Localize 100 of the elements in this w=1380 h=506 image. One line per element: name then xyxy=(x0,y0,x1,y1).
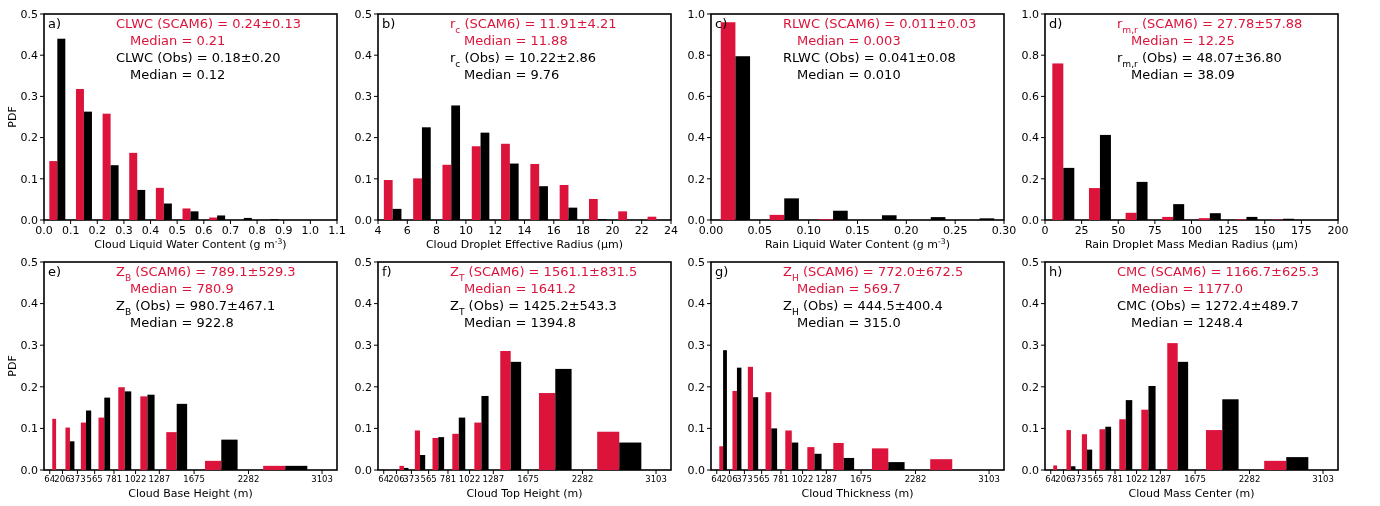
x-tick-label: 0.20 xyxy=(894,224,919,238)
x-tick-label: 175 xyxy=(1290,224,1312,238)
x-tick-label: 1287 xyxy=(1149,474,1172,485)
y-tick-label: 0.8 xyxy=(1021,49,1039,63)
x-axis-title: Rain Droplet Mass Median Radius (μm) xyxy=(1084,238,1299,251)
x-tick-label: 1.1 xyxy=(328,224,346,238)
x-tick-label: 1022 xyxy=(458,474,481,485)
y-tick-label: 0.4 xyxy=(687,131,705,145)
annotation: Z$_{H}$ (SCAM6) = 772.0±672.5 xyxy=(783,264,964,283)
x-tick-label: 373 xyxy=(69,474,86,485)
y-tick-label: 0.4 xyxy=(20,49,38,63)
x-tick-label: 565 xyxy=(86,474,103,485)
annotation: Median = 922.8 xyxy=(130,315,234,330)
y-tick-label: 0.6 xyxy=(687,90,705,104)
x-tick-label: 1.0 xyxy=(301,224,320,238)
annotation: r$_{c}$ (Obs) = 10.22±2.86 xyxy=(450,50,597,69)
y-tick-label: 0.0 xyxy=(354,213,372,227)
annotation: Median = 0.12 xyxy=(130,67,226,82)
annotation: RLWC (Obs) = 0.041±0.08 xyxy=(783,50,956,65)
annotation: Median = 38.09 xyxy=(1131,67,1235,82)
x-tick-label: 1675 xyxy=(517,474,539,485)
x-tick-label: 0.5 xyxy=(168,224,186,238)
annotation: CLWC (SCAM6) = 0.24±0.13 xyxy=(116,16,301,31)
x-tick-label: 8 xyxy=(433,224,441,238)
x-tick-label: 16 xyxy=(546,224,561,238)
y-tick-label: 0.1 xyxy=(687,422,705,436)
y-tick-label: 1.0 xyxy=(1021,7,1039,21)
x-tick-label: 100 xyxy=(1181,224,1202,238)
x-tick-label: 3103 xyxy=(1312,474,1334,485)
y-tick-label: 1.0 xyxy=(687,7,705,21)
y-tick-label: 0.0 xyxy=(1021,213,1039,227)
x-tick-label: 64 xyxy=(711,474,723,485)
x-tick-label: 0.00 xyxy=(698,224,724,238)
annotation: CMC (SCAM6) = 1166.7±625.3 xyxy=(1117,264,1320,279)
y-tick-label: 0.1 xyxy=(354,422,372,436)
y-tick-label: 0.8 xyxy=(687,49,705,63)
x-tick-label: 2282 xyxy=(904,474,927,485)
x-tick-label: 1675 xyxy=(183,474,205,485)
x-tick-label: 64 xyxy=(1045,474,1057,485)
chart-title: g) xyxy=(715,264,729,279)
annotation: r$_{m,r}$ (SCAM6) = 27.78±57.88 xyxy=(1117,16,1303,35)
y-tick-label: 0.5 xyxy=(354,255,372,269)
x-tick-label: 1287 xyxy=(148,474,171,485)
x-tick-label: 1022 xyxy=(1125,474,1148,485)
y-tick-label: 0.4 xyxy=(354,297,372,311)
x-tick-label: 0 xyxy=(1041,224,1049,238)
y-tick-label: 0.6 xyxy=(1021,90,1039,104)
x-axis-title: Cloud Liquid Water Content (g m$^{-3}$) xyxy=(94,236,287,251)
y-tick-label: 0.2 xyxy=(687,172,705,186)
y-tick-label: 0.2 xyxy=(20,131,38,145)
x-tick-label: 2282 xyxy=(1238,474,1261,485)
x-tick-label: 1675 xyxy=(850,474,872,485)
x-tick-label: 781 xyxy=(772,474,790,485)
x-axis-title: Cloud Thickness (m) xyxy=(801,487,914,500)
x-tick-label: 0.15 xyxy=(845,224,870,238)
x-tick-label: 1022 xyxy=(124,474,147,485)
annotation: Median = 569.7 xyxy=(797,281,901,296)
x-tick-label: 3103 xyxy=(978,474,1000,485)
y-tick-label: 0.2 xyxy=(687,380,705,394)
x-tick-label: 3103 xyxy=(311,474,333,485)
annotation: Median = 1641.2 xyxy=(464,281,576,296)
x-tick-label: 24 xyxy=(664,224,678,238)
x-tick-label: 206 xyxy=(388,474,405,485)
chart-title: h) xyxy=(1049,264,1063,279)
y-tick-label: 0.2 xyxy=(1021,380,1039,394)
x-tick-label: 22 xyxy=(634,224,649,238)
y-tick-label: 0.3 xyxy=(1021,339,1039,353)
y-tick-label: 0.3 xyxy=(354,339,372,353)
x-tick-label: 150 xyxy=(1254,224,1276,238)
chart-title: d) xyxy=(1049,16,1063,31)
y-tick-label: 0.4 xyxy=(1021,131,1039,145)
x-tick-label: 0.2 xyxy=(88,224,107,238)
y-tick-label: 0.3 xyxy=(20,90,38,104)
x-tick-label: 0.10 xyxy=(796,224,821,238)
y-tick-label: 0.4 xyxy=(20,297,38,311)
x-tick-label: 0.1 xyxy=(61,224,80,238)
y-tick-label: 0.5 xyxy=(20,7,38,21)
x-tick-label: 2282 xyxy=(571,474,594,485)
x-tick-label: 125 xyxy=(1217,224,1239,238)
x-tick-label: 0.0 xyxy=(35,224,53,238)
x-tick-label: 64 xyxy=(378,474,390,485)
y-tick-label: 0.3 xyxy=(687,339,705,353)
annotation: Z$_{H}$ (Obs) = 444.5±400.4 xyxy=(783,298,943,317)
y-tick-label: 0.2 xyxy=(354,131,372,145)
x-tick-label: 373 xyxy=(736,474,753,485)
x-tick-label: 18 xyxy=(576,224,591,238)
y-tick-label: 0.1 xyxy=(1021,422,1039,436)
x-tick-label: 373 xyxy=(403,474,420,485)
y-tick-label: 0.5 xyxy=(20,255,38,269)
y-tick-label: 0.1 xyxy=(20,422,38,436)
x-tick-label: 781 xyxy=(1106,474,1124,485)
x-tick-label: 781 xyxy=(439,474,457,485)
chart-title: f) xyxy=(382,264,392,279)
y-tick-label: 0.0 xyxy=(20,213,38,227)
annotation: r$_{c}$ (SCAM6) = 11.91±4.21 xyxy=(450,16,617,35)
x-tick-label: 565 xyxy=(753,474,770,485)
x-axis-title: Rain Liquid Water Content (g m$^{-3}$) xyxy=(764,236,951,251)
x-tick-label: 0.25 xyxy=(942,224,968,238)
y-tick-label: 0.5 xyxy=(354,7,372,21)
x-tick-label: 206 xyxy=(721,474,738,485)
